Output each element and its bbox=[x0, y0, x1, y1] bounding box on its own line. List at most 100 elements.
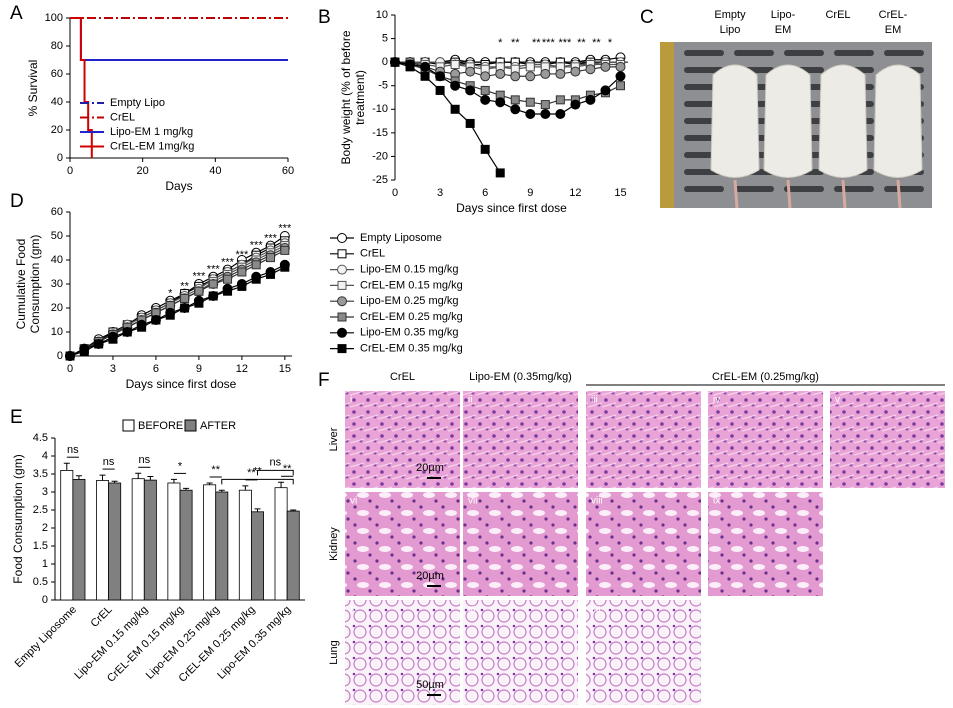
y-tick-label: 0.5 bbox=[33, 576, 48, 588]
marker bbox=[480, 71, 491, 82]
legend-label: CrEL-EM 0.35 mg/kg bbox=[360, 343, 463, 355]
error-bar bbox=[111, 480, 118, 483]
grate-slot bbox=[784, 186, 824, 192]
panel-numeral: ii bbox=[468, 395, 472, 406]
marker bbox=[465, 118, 475, 128]
marker bbox=[600, 61, 611, 72]
y-tick-label: 0 bbox=[42, 594, 48, 606]
marker bbox=[525, 97, 535, 107]
legend-label: Lipo-EM 0.35 mg/kg bbox=[360, 327, 458, 339]
mouse bbox=[710, 64, 760, 178]
marker bbox=[266, 253, 276, 263]
legend-label: CrEL-EM 1mg/kg bbox=[110, 140, 194, 152]
marker bbox=[525, 62, 535, 72]
photo-label: Lipo bbox=[720, 24, 741, 36]
marker bbox=[251, 274, 261, 284]
error-bar bbox=[218, 489, 225, 492]
mouse-tail bbox=[841, 179, 847, 209]
annotation: *** bbox=[192, 271, 206, 283]
x-tick-label: 6 bbox=[482, 187, 488, 199]
histology-image bbox=[345, 492, 460, 596]
marker bbox=[510, 104, 521, 115]
annotation: *** bbox=[264, 232, 278, 244]
legend-label: Lipo-EM 1 mg/kg bbox=[110, 126, 193, 138]
significance-label: ns bbox=[138, 454, 150, 466]
photo-label: Lipo- bbox=[771, 9, 796, 21]
marker bbox=[208, 279, 218, 289]
grate-slot bbox=[684, 186, 724, 192]
marker bbox=[600, 85, 611, 96]
marker bbox=[585, 64, 596, 75]
y-tick-label: 0 bbox=[57, 350, 63, 362]
legend-marker bbox=[337, 280, 347, 290]
histology-image bbox=[463, 600, 578, 705]
bar bbox=[251, 511, 264, 601]
y-tick-label: 50 bbox=[51, 230, 63, 242]
marker bbox=[251, 260, 261, 270]
grate-slot bbox=[884, 186, 924, 192]
photo-label: CrEL- bbox=[879, 9, 908, 21]
x-tick-label: 15 bbox=[614, 187, 626, 199]
marker bbox=[405, 62, 415, 72]
panel-numeral: iii bbox=[591, 395, 598, 406]
y-tick-label: 40 bbox=[51, 96, 63, 108]
y-tick-label: 3.5 bbox=[33, 468, 48, 480]
panel-numeral: x bbox=[350, 604, 355, 615]
bar bbox=[215, 491, 229, 601]
bar bbox=[143, 479, 157, 601]
grate-slot bbox=[734, 50, 774, 56]
marker bbox=[390, 57, 400, 67]
mouse-tail bbox=[733, 179, 739, 209]
row-label: Liver bbox=[328, 427, 340, 451]
significance-label: ** bbox=[211, 464, 220, 476]
series-line bbox=[394, 61, 621, 106]
x-tick-label: 0 bbox=[392, 187, 398, 199]
bar bbox=[167, 482, 181, 601]
marker bbox=[510, 71, 521, 82]
legend-label: Empty Lipo bbox=[110, 97, 165, 109]
error-bar bbox=[63, 462, 70, 471]
annotation: * bbox=[168, 288, 173, 300]
series-line bbox=[69, 235, 286, 357]
error-bar bbox=[183, 487, 190, 491]
annotation: * bbox=[608, 37, 613, 49]
marker bbox=[180, 293, 190, 303]
marker bbox=[94, 339, 104, 349]
histology-image bbox=[586, 391, 701, 488]
bracket-label: ns bbox=[270, 456, 282, 468]
legend-marker bbox=[337, 344, 347, 354]
marker bbox=[165, 310, 175, 320]
x-axis-label: Days since first dose bbox=[456, 201, 567, 215]
y-tick-label: 60 bbox=[51, 206, 63, 218]
panel-numeral: iv bbox=[713, 395, 720, 406]
grate-slot bbox=[834, 186, 874, 192]
y-tick-label: -10 bbox=[372, 103, 388, 115]
series-line bbox=[70, 17, 93, 158]
column-header: CrEL-EM (0.25mg/kg) bbox=[712, 371, 819, 383]
marker bbox=[450, 104, 460, 114]
marker bbox=[435, 71, 446, 82]
error-bar bbox=[135, 472, 142, 479]
legend-marker bbox=[337, 296, 347, 307]
y-tick-label: 2.5 bbox=[33, 504, 48, 516]
x-tick-label: 12 bbox=[236, 363, 248, 375]
bar bbox=[96, 480, 109, 601]
bar bbox=[286, 510, 300, 601]
y-tick-label: 3 bbox=[42, 486, 48, 498]
panel-numeral: xi bbox=[468, 604, 475, 615]
series-line bbox=[395, 61, 621, 66]
marker bbox=[570, 66, 581, 77]
panel-numeral: i bbox=[350, 395, 352, 406]
histology-image bbox=[586, 600, 701, 705]
marker bbox=[465, 66, 476, 77]
error-bar bbox=[170, 478, 177, 483]
significance-label: ns bbox=[67, 444, 79, 456]
column-header: Lipo-EM (0.35mg/kg) bbox=[469, 371, 572, 383]
annotation: *** bbox=[542, 37, 556, 49]
error-bar bbox=[290, 509, 297, 512]
series-line bbox=[69, 264, 286, 357]
significance-label: ** bbox=[283, 463, 292, 475]
marker bbox=[280, 262, 290, 272]
marker bbox=[420, 61, 431, 72]
